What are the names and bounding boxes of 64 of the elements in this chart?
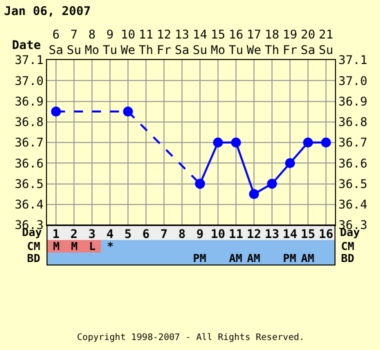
text: Copyright 1998-2007 - All Rights Reserved. xyxy=(77,333,305,343)
text: AM xyxy=(247,252,260,265)
x2-tick-label: 6 xyxy=(142,227,150,241)
x-axis-title: Date xyxy=(12,38,41,52)
x2-tick-label: 15 xyxy=(300,227,316,241)
x2-tick-label: 2 xyxy=(70,227,78,241)
y-tick-label: 36.8 xyxy=(14,115,44,130)
x-tick-label: 13 Sa xyxy=(174,28,190,58)
y-tick-label: 36.5 xyxy=(14,176,44,191)
x-tick-label: 12 Fr xyxy=(156,28,172,58)
x2-tick-label: 11 xyxy=(228,227,244,241)
y2-tick-label: 36.4 xyxy=(338,198,368,212)
x-tick-label: 18 Th xyxy=(264,28,280,58)
y2-tick-label: 36.5 xyxy=(338,176,368,191)
x2-tick-label: 10 xyxy=(210,227,226,241)
text: AM xyxy=(301,252,314,265)
x-tick-label: 17 We xyxy=(246,28,262,58)
x-tick-label: 20 Sa xyxy=(300,28,316,58)
category-label: CM xyxy=(27,240,40,253)
x2-tick-label: 14 xyxy=(282,227,298,241)
x-tick-label: 19 Fr xyxy=(282,28,298,58)
x-tick-label: 16 Tu xyxy=(228,28,244,58)
text: M xyxy=(71,240,78,253)
text: AM xyxy=(229,252,242,265)
category-label: BD xyxy=(27,252,40,265)
x-tick-label: 21 Su xyxy=(318,28,334,58)
x2-tick-label: 7 xyxy=(160,227,168,241)
text: M xyxy=(53,240,60,253)
x2-tick-label: 13 xyxy=(264,227,280,241)
y-tick-label: 37.1 xyxy=(14,53,44,68)
x-tick-label: 6 Sa xyxy=(48,28,64,58)
y2-tick-label: 36.6 xyxy=(338,156,368,170)
y2-tick-label: 37.1 xyxy=(338,53,368,68)
y2-tick-label: 36.8 xyxy=(338,115,368,130)
x2-tick-label: 8 xyxy=(178,227,186,241)
text: * xyxy=(107,240,114,253)
x2-tick-label: 5 xyxy=(124,227,132,241)
y2-tick-label: 36.7 xyxy=(338,136,368,150)
chart-title: Jan 06, 2007 xyxy=(4,4,91,18)
x2-tick-label: 1 xyxy=(52,227,60,241)
x2-tick-label: 16 xyxy=(318,227,334,241)
x-tick-label: 8 Mo xyxy=(84,28,100,58)
y-tick-label: 36.7 xyxy=(14,136,44,150)
y-tick-label: 36.4 xyxy=(14,198,44,212)
text: PM xyxy=(193,252,206,265)
x-tick-label: 7 Su xyxy=(66,28,82,58)
y-tick-label: 37.0 xyxy=(14,74,44,88)
y2-tick-label: 36.9 xyxy=(338,94,368,108)
x-tick-label: 11 Th xyxy=(138,28,154,58)
x-tick-label: 10 We xyxy=(120,28,136,58)
x-tick-label: 14 Su xyxy=(192,28,208,58)
y2-tick-label: 37.0 xyxy=(338,74,368,88)
text: L xyxy=(89,240,96,253)
x-tick-label: 9 Tu xyxy=(102,28,118,58)
text: PM xyxy=(283,252,296,265)
x2-tick-label: 12 xyxy=(246,227,262,241)
x2-tick-label: 9 xyxy=(196,227,204,241)
y-tick-label: 36.6 xyxy=(14,156,44,170)
x2-tick-label: 4 xyxy=(106,227,114,241)
category-label: CM xyxy=(341,240,354,253)
y-tick-label: 36.9 xyxy=(14,94,44,108)
x2-tick-label: 3 xyxy=(88,227,96,241)
category-label: BD xyxy=(341,252,354,265)
x-tick-label: 15 Mo xyxy=(210,28,226,58)
